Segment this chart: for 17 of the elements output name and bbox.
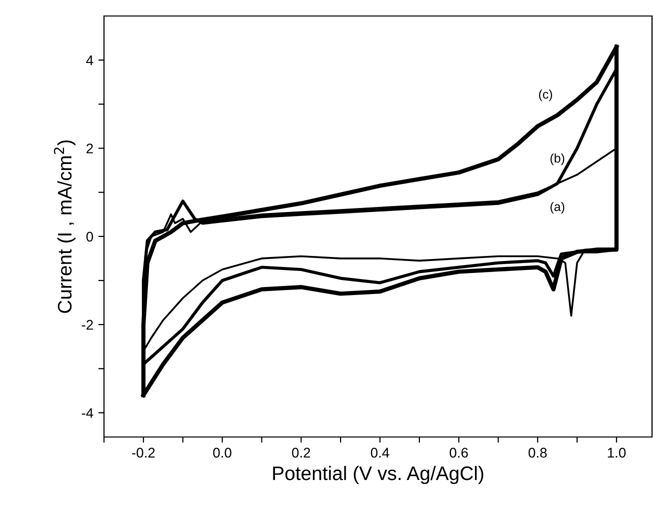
x-tick-label: 0.6	[450, 448, 468, 458]
x-tick-label: 0.8	[528, 448, 547, 458]
series-label: (b)	[550, 153, 564, 166]
y-tick-label: 2	[86, 144, 93, 154]
x-tick-label: 0.0	[213, 448, 232, 458]
series-label: (c)	[539, 90, 552, 102]
y-tick-label: 0	[86, 232, 94, 242]
x-axis-title: Potential (V vs. Ag/AgCl)	[273, 466, 484, 484]
y-tick-label: -4	[82, 408, 94, 418]
x-tick-label: 1.0	[608, 448, 626, 458]
y-tick-label: 4	[86, 56, 94, 66]
series-label: (a)	[550, 202, 564, 214]
y-axis-title: Current (I , mA/cm$^{2}$)	[54, 140, 76, 313]
x-tick-label: 0.2	[292, 448, 310, 458]
x-tick-label: 0.4	[370, 448, 390, 458]
y-tick-label: -2	[82, 320, 93, 330]
x-tick-label: -0.2	[132, 448, 155, 458]
